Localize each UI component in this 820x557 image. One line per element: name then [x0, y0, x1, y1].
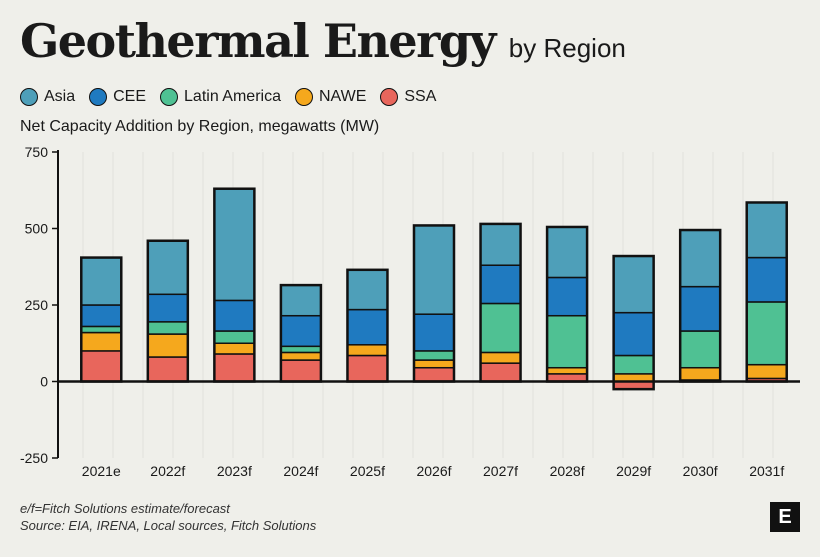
legend-swatch-cee	[89, 88, 108, 106]
legend-swatch-ssa	[380, 88, 399, 106]
legend-label-cee: CEE	[113, 88, 147, 105]
x-tick-label: 2029f	[616, 463, 651, 479]
legend-swatch-asia	[20, 88, 38, 106]
legend-swatch-nawe	[294, 88, 313, 106]
legend: Asia CEE Latin America NAWE SSA	[20, 88, 450, 106]
bar-segment-nawe	[679, 366, 721, 381]
bar-segment-cee	[147, 293, 189, 323]
bar-segment-asia	[346, 269, 389, 311]
bar-segment-cee	[612, 311, 655, 357]
bar-segment-asia	[213, 187, 256, 302]
bar-segment-latin-america	[213, 330, 256, 345]
bar-segment-cee	[546, 276, 588, 317]
x-tick-label: 2028f	[550, 463, 585, 479]
bar-segment-ssa	[147, 356, 189, 383]
bar-segment-latin-america	[479, 302, 522, 354]
bar-segment-nawe	[745, 363, 788, 380]
legend-item-cee: CEE	[89, 88, 146, 106]
x-tick-label: 2023f	[217, 463, 252, 479]
legend-item-ssa: SSA	[380, 88, 436, 106]
legend-label-ssa: SSA	[404, 88, 437, 105]
y-tick-label: 0	[40, 374, 48, 390]
y-tick-label: 250	[25, 297, 49, 313]
chart-title: Geothermal Energy	[20, 14, 496, 68]
bar-segment-cee	[413, 313, 455, 352]
bar-segment-ssa	[346, 354, 389, 383]
legend-label-latin-america: Latin America	[184, 88, 281, 105]
y-tick-label: 750	[25, 144, 49, 160]
x-tick-label: 2030f	[683, 463, 718, 479]
bar-segment-nawe	[413, 359, 455, 369]
bar-segment-cee	[213, 299, 256, 332]
bar-segment-cee	[679, 285, 721, 332]
footnote-estimate: e/f=Fitch Solutions estimate/forecast	[20, 501, 230, 516]
publisher-logo: E	[770, 502, 800, 532]
bar-segment-nawe	[80, 331, 123, 352]
bar-segment-ssa	[280, 359, 322, 383]
bar-segment-latin-america	[80, 325, 123, 334]
footnote-source: Source: EIA, IRENA, Local sources, Fitch…	[20, 518, 317, 533]
bar-segment-asia	[479, 223, 522, 266]
bar-segment-cee	[745, 256, 788, 303]
chart-title-row: Geothermal Energy by Region	[20, 14, 626, 68]
x-tick-label: 2027f	[483, 463, 518, 479]
bar-segment-asia	[413, 224, 455, 315]
bar-outline	[612, 254, 655, 391]
legend-label-nawe: NAWE	[318, 88, 367, 105]
x-tick-label: 2026f	[416, 463, 451, 479]
x-tick-label: 2025f	[350, 463, 385, 479]
bar-segment-nawe	[280, 351, 322, 361]
bar-segment-asia	[745, 201, 788, 259]
x-tick-label: 2031f	[749, 463, 784, 479]
bar-segment-latin-america	[679, 330, 721, 369]
bar-segment-nawe	[147, 333, 189, 358]
bar-segment-cee	[479, 264, 522, 305]
bar-segment-asia	[80, 256, 123, 306]
bar-segment-latin-america	[280, 345, 322, 354]
legend-label-asia: Asia	[44, 88, 76, 105]
bar-segment-latin-america	[612, 354, 655, 375]
bar-segment-ssa	[80, 350, 123, 383]
bar-segment-ssa	[213, 353, 256, 383]
bar-segment-asia	[147, 239, 189, 296]
x-tick-label: 2021e	[82, 463, 121, 479]
bar-segment-latin-america	[546, 314, 588, 369]
bar-segment-nawe	[479, 351, 522, 364]
x-tick-label: 2024f	[283, 463, 318, 479]
bar-segment-asia	[612, 255, 655, 314]
bar-segment-nawe	[213, 342, 256, 355]
bar-segment-asia	[679, 229, 721, 288]
y-tick-label: -250	[20, 450, 48, 466]
bar-segment-nawe	[546, 366, 588, 375]
legend-item-nawe: NAWE	[294, 88, 367, 106]
y-tick-label: 500	[25, 221, 49, 237]
bar-segment-ssa	[479, 362, 522, 383]
bar-segment-nawe	[346, 344, 389, 357]
legend-item-asia: Asia	[20, 88, 75, 106]
chart-subtitle: Net Capacity Addition by Region, megawat…	[20, 118, 380, 135]
bar-segment-cee	[346, 308, 389, 346]
bar-segment-cee	[80, 304, 123, 328]
x-tick-label: 2022f	[150, 463, 185, 479]
bar-segment-asia	[546, 226, 588, 279]
bar-segment-latin-america	[147, 321, 189, 335]
chart-title-suffix: by Region	[508, 33, 626, 63]
bar-segment-latin-america	[413, 350, 455, 361]
legend-swatch-latin-america	[160, 88, 179, 106]
bar-segment-latin-america	[745, 301, 788, 366]
bar-segment-cee	[280, 314, 322, 348]
legend-item-latin-america: Latin America	[160, 88, 281, 106]
bar-segment-ssa	[413, 366, 455, 383]
bar-segment-asia	[280, 284, 322, 317]
